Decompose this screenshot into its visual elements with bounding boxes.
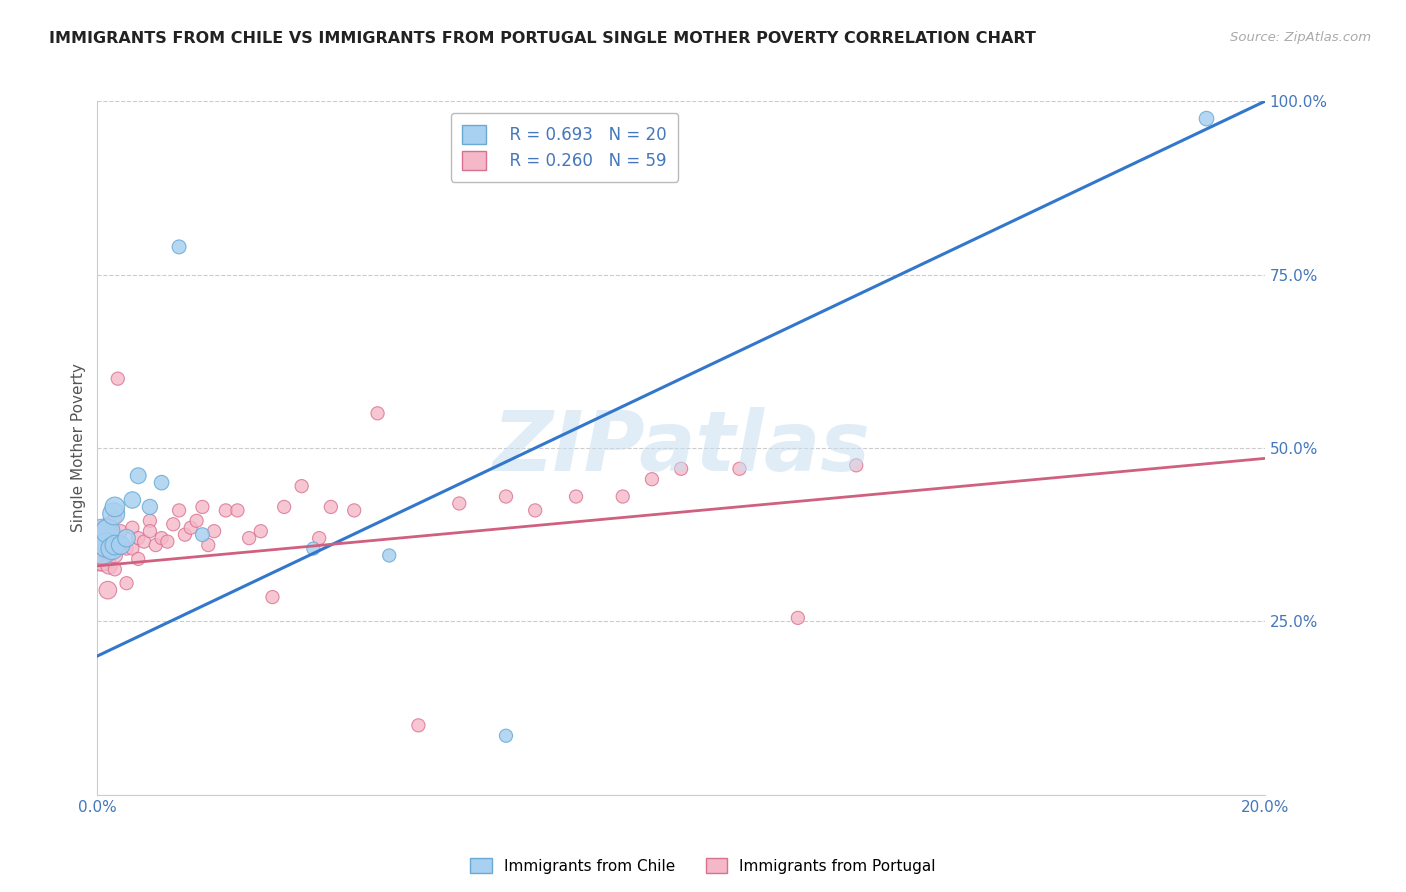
Point bbox=[127, 468, 149, 483]
Point bbox=[449, 496, 471, 510]
Point bbox=[104, 538, 127, 552]
Point bbox=[612, 490, 634, 504]
Point bbox=[89, 549, 111, 563]
Point bbox=[191, 500, 214, 514]
Point bbox=[167, 240, 190, 254]
Point bbox=[110, 538, 132, 552]
Point bbox=[94, 541, 117, 556]
Point bbox=[104, 549, 127, 563]
Point bbox=[786, 611, 808, 625]
Text: Source: ZipAtlas.com: Source: ZipAtlas.com bbox=[1230, 31, 1371, 45]
Legend: Immigrants from Chile, Immigrants from Portugal: Immigrants from Chile, Immigrants from P… bbox=[464, 852, 942, 880]
Point bbox=[215, 503, 238, 517]
Point bbox=[162, 517, 184, 532]
Point bbox=[728, 462, 751, 476]
Text: ZIPatlas: ZIPatlas bbox=[492, 408, 870, 489]
Text: IMMIGRANTS FROM CHILE VS IMMIGRANTS FROM PORTUGAL SINGLE MOTHER POVERTY CORRELAT: IMMIGRANTS FROM CHILE VS IMMIGRANTS FROM… bbox=[49, 31, 1036, 46]
Point bbox=[97, 583, 120, 598]
Point bbox=[238, 531, 260, 545]
Point bbox=[343, 503, 366, 517]
Point bbox=[139, 524, 162, 539]
Point bbox=[104, 510, 127, 524]
Point bbox=[103, 507, 125, 521]
Point bbox=[91, 541, 114, 556]
Point bbox=[262, 590, 284, 604]
Point bbox=[1195, 112, 1218, 126]
Point bbox=[641, 472, 664, 486]
Point bbox=[191, 527, 214, 541]
Point bbox=[145, 538, 167, 552]
Point bbox=[98, 517, 121, 532]
Point bbox=[408, 718, 430, 732]
Point bbox=[127, 552, 149, 566]
Point bbox=[104, 538, 127, 552]
Point bbox=[150, 531, 173, 545]
Point bbox=[98, 545, 121, 559]
Point bbox=[91, 527, 114, 541]
Point bbox=[115, 576, 138, 591]
Point bbox=[107, 371, 129, 385]
Point bbox=[156, 534, 179, 549]
Point bbox=[495, 490, 517, 504]
Point bbox=[226, 503, 249, 517]
Point bbox=[197, 538, 219, 552]
Point bbox=[202, 524, 225, 539]
Point bbox=[127, 531, 149, 545]
Point bbox=[121, 521, 143, 535]
Point bbox=[249, 524, 271, 539]
Point bbox=[273, 500, 295, 514]
Point bbox=[115, 531, 138, 545]
Point bbox=[110, 524, 132, 539]
Point bbox=[94, 524, 117, 539]
Point bbox=[115, 541, 138, 556]
Point bbox=[319, 500, 342, 514]
Point bbox=[90, 545, 112, 559]
Point bbox=[150, 475, 173, 490]
Point bbox=[367, 406, 389, 420]
Point bbox=[132, 534, 155, 549]
Point bbox=[378, 549, 401, 563]
Point bbox=[186, 514, 208, 528]
Point bbox=[291, 479, 314, 493]
Point bbox=[669, 462, 692, 476]
Point bbox=[98, 558, 121, 573]
Y-axis label: Single Mother Poverty: Single Mother Poverty bbox=[72, 364, 86, 533]
Point bbox=[565, 490, 588, 504]
Point bbox=[167, 503, 190, 517]
Point bbox=[91, 552, 114, 566]
Point bbox=[121, 541, 143, 556]
Point bbox=[121, 493, 143, 508]
Point bbox=[94, 538, 117, 552]
Point bbox=[104, 562, 127, 576]
Point bbox=[104, 500, 127, 514]
Point bbox=[180, 521, 202, 535]
Point bbox=[174, 527, 197, 541]
Legend:   R = 0.693   N = 20,   R = 0.260   N = 59: R = 0.693 N = 20, R = 0.260 N = 59 bbox=[450, 113, 678, 182]
Point bbox=[101, 538, 124, 552]
Point bbox=[308, 531, 330, 545]
Point bbox=[139, 500, 162, 514]
Point bbox=[524, 503, 547, 517]
Point bbox=[495, 729, 517, 743]
Point bbox=[139, 514, 162, 528]
Point bbox=[101, 541, 124, 556]
Point bbox=[97, 524, 120, 539]
Point bbox=[845, 458, 868, 473]
Point bbox=[110, 538, 132, 552]
Point bbox=[302, 541, 325, 556]
